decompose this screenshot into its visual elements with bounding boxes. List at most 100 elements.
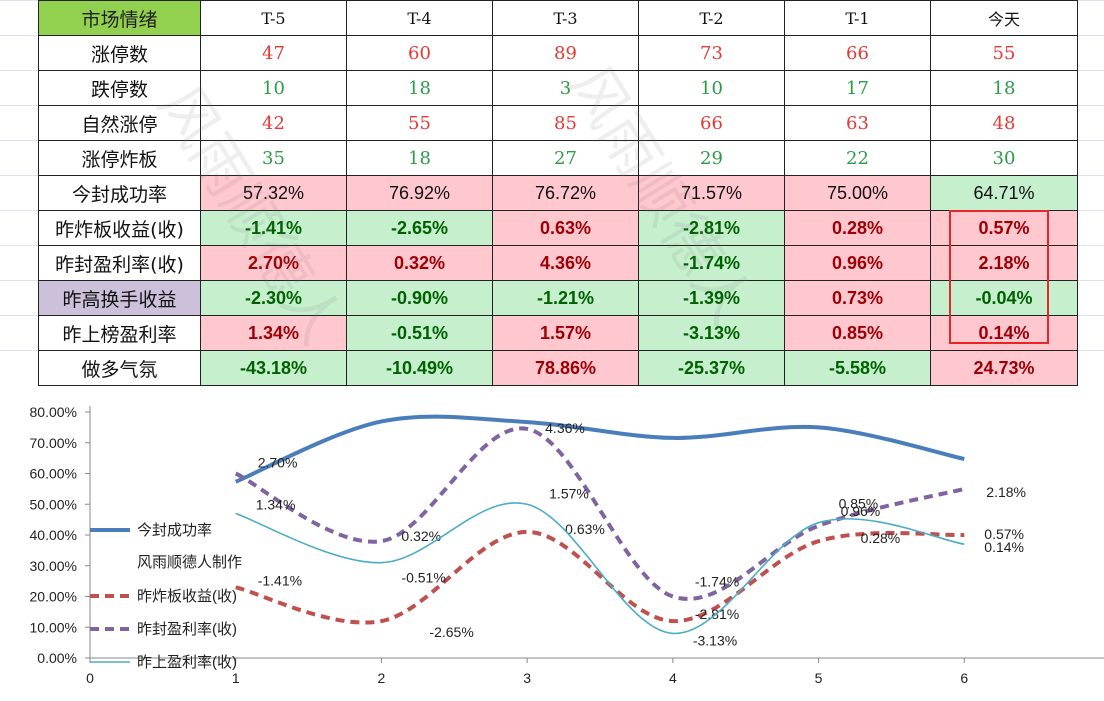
- table-header-row: 市场情绪 T-5 T-4 T-3 T-2 T-1 今天: [38, 0, 1078, 36]
- table-cell: 76.72%: [492, 175, 639, 211]
- table-cell: -2.65%: [346, 210, 493, 246]
- x-tick-label: 3: [523, 670, 531, 686]
- table-cell: -1.21%: [492, 280, 639, 316]
- table-cell: 0.28%: [784, 210, 931, 246]
- table-cell: 57.32%: [200, 175, 347, 211]
- table-row: 今封成功率 57.32% 76.92% 76.72% 71.57% 75.00% 64.71…: [38, 175, 1078, 211]
- table-row: 涨停炸板 35 18 27 29 22 30: [38, 140, 1078, 176]
- data-label: 4.36%: [545, 420, 585, 436]
- data-label: 0.14%: [984, 539, 1024, 555]
- table-cell: -10.49%: [346, 350, 493, 386]
- table-cell: 35: [200, 140, 347, 176]
- row-label: 昨炸板收益(收): [38, 210, 201, 246]
- y-tick-label: 60.00%: [30, 466, 77, 482]
- table-cell: 0.57%: [930, 210, 1078, 246]
- y-tick-label: 80.00%: [30, 404, 77, 420]
- data-label: 0.85%: [839, 496, 879, 512]
- header-cell-day: T-2: [638, 0, 785, 36]
- table-cell: -1.74%: [638, 245, 785, 281]
- table-cell: 24.73%: [930, 350, 1078, 386]
- data-label: 1.57%: [549, 485, 589, 501]
- legend-label: 今封成功率: [137, 522, 212, 539]
- table-cell: 66: [784, 35, 931, 71]
- y-tick-label: 0.00%: [37, 650, 77, 666]
- data-label: -1.41%: [258, 572, 302, 588]
- row-label: 自然涨停: [38, 105, 201, 141]
- table-cell: -43.18%: [200, 350, 347, 386]
- header-cell-day: 今天: [930, 0, 1078, 36]
- table-cell: 71.57%: [638, 175, 785, 211]
- table-cell: 85: [492, 105, 639, 141]
- legend-label: 昨封盈利率(收): [137, 621, 237, 638]
- table-cell: 48: [930, 105, 1078, 141]
- line-chart: 0.00% 10.00% 20.00% 30.00% 40.00% 50.00% 60.00…: [30, 404, 1104, 686]
- x-tick-label: 4: [669, 670, 677, 686]
- x-tick-label: 5: [815, 670, 823, 686]
- x-tick-label: 6: [960, 670, 968, 686]
- table-cell: 76.92%: [346, 175, 493, 211]
- row-label: 涨停炸板: [38, 140, 201, 176]
- row-label: 昨上榜盈利率: [38, 315, 201, 351]
- table-cell: 78.86%: [492, 350, 639, 386]
- table-row: 做多气氛 -43.18% -10.49% 78.86% -25.37% -5.58% 24.…: [38, 350, 1078, 386]
- x-tick-label: 1: [232, 670, 240, 686]
- table-cell: 0.63%: [492, 210, 639, 246]
- y-tick-label: 20.00%: [30, 589, 77, 605]
- header-cell-day: T-4: [346, 0, 493, 36]
- table-cell: 1.34%: [200, 315, 347, 351]
- table-cell: -2.81%: [638, 210, 785, 246]
- table-row: 昨炸板收益(收) -1.41% -2.65% 0.63% -2.81% 0.28% 0.57…: [38, 210, 1078, 246]
- table-cell: 4.36%: [492, 245, 639, 281]
- table-row: 跌停数 10 18 3 10 17 18: [38, 70, 1078, 106]
- table-cell: 66: [638, 105, 785, 141]
- market-mood-table: 市场情绪 T-5 T-4 T-3 T-2 T-1 今天 涨停数 47 60 89 73 66 55 跌停数 1…: [38, 0, 1078, 386]
- table-cell: 0.32%: [346, 245, 493, 281]
- table-cell: 0.73%: [784, 280, 931, 316]
- data-label: 0.63%: [565, 521, 605, 537]
- table-cell: -2.30%: [200, 280, 347, 316]
- row-label: 今封成功率: [38, 175, 201, 211]
- data-label: 0.96%: [841, 503, 881, 519]
- series-line-2: [235, 529, 965, 625]
- series-line-1: [234, 414, 965, 484]
- table-cell: 0.96%: [784, 245, 931, 281]
- table-cell: -1.41%: [200, 210, 347, 246]
- y-tick-label: 30.00%: [30, 558, 77, 574]
- data-label: 2.70%: [258, 455, 298, 471]
- row-label: 跌停数: [38, 70, 201, 106]
- table-cell: 1.57%: [492, 315, 639, 351]
- legend-note: 风雨顺德人制作: [137, 553, 242, 571]
- table-cell: 55: [346, 105, 493, 141]
- data-label: 2.18%: [986, 484, 1026, 500]
- x-tick-label: 2: [378, 670, 386, 686]
- table-cell: 60: [346, 35, 493, 71]
- table-cell: 22: [784, 140, 931, 176]
- table-cell: 3: [492, 70, 639, 106]
- table-cell: 27: [492, 140, 639, 176]
- table-cell: 17: [784, 70, 931, 106]
- table-cell: 55: [930, 35, 1078, 71]
- row-label: 昨封盈利率(收): [38, 245, 201, 281]
- table-cell: 42: [200, 105, 347, 141]
- data-label: -2.65%: [429, 624, 473, 640]
- y-tick-label: 40.00%: [30, 527, 77, 543]
- table-cell: 0.14%: [930, 315, 1078, 351]
- table-cell: 10: [200, 70, 347, 106]
- table-cell: -1.39%: [638, 280, 785, 316]
- table-cell: 18: [346, 70, 493, 106]
- series-line-4: [235, 502, 965, 635]
- row-label: 做多气氛: [38, 350, 201, 386]
- table-cell: 73: [638, 35, 785, 71]
- header-cell-market-mood: 市场情绪: [38, 0, 201, 36]
- data-label: -1.74%: [695, 574, 739, 590]
- table-cell: 30: [930, 140, 1078, 176]
- table-cell: -0.90%: [346, 280, 493, 316]
- table-cell: 18: [346, 140, 493, 176]
- table-cell: 2.70%: [200, 245, 347, 281]
- table-cell: 47: [200, 35, 347, 71]
- table-row: 自然涨停 42 55 85 66 63 48: [38, 105, 1078, 141]
- table-cell: -25.37%: [638, 350, 785, 386]
- table-cell: -5.58%: [784, 350, 931, 386]
- data-label: -0.51%: [401, 570, 445, 586]
- table-cell: 75.00%: [784, 175, 931, 211]
